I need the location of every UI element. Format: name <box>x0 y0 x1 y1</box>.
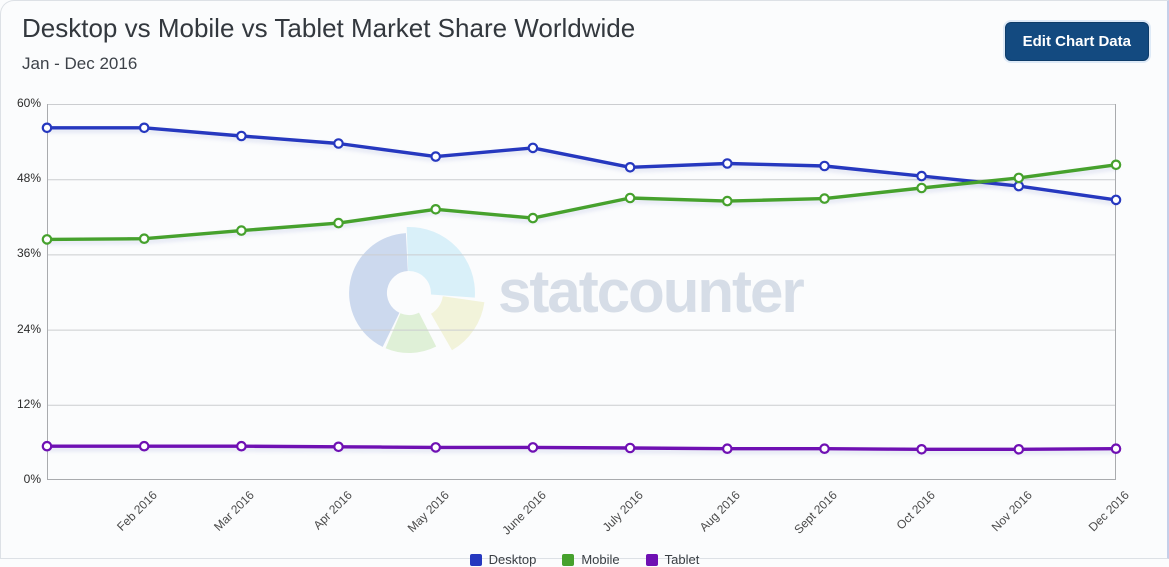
x-axis-label: Apr 2016 <box>310 488 355 533</box>
data-point-desktop-mar-2016[interactable] <box>236 130 247 142</box>
data-point-desktop-dec-2016[interactable] <box>1110 194 1122 206</box>
legend-item-tablet[interactable]: Tablet <box>645 552 700 567</box>
statcounter-logo-icon <box>349 226 485 353</box>
data-point-tablet-apr-2016[interactable] <box>333 441 344 453</box>
data-point-tablet-mar-2016[interactable] <box>236 440 247 452</box>
x-axis-label: Mar 2016 <box>211 488 258 534</box>
series-line-desktop <box>45 126 1118 202</box>
series-line-tablet <box>45 444 1118 451</box>
data-point-desktop-oct-2016[interactable] <box>916 170 927 182</box>
data-point-mobile-aug-2016[interactable] <box>721 195 733 207</box>
series-line-mobile <box>45 163 1118 242</box>
edit-chart-data-button[interactable]: Edit Chart Data <box>1004 22 1149 61</box>
x-axis-label: Nov 2016 <box>988 488 1035 535</box>
watermark-text: statcounter <box>498 258 805 325</box>
data-point-mobile-mar-2016[interactable] <box>236 225 247 236</box>
legend-label: Mobile <box>581 552 620 567</box>
x-axis-label: Oct 2016 <box>893 488 938 533</box>
x-axis-label: July 2016 <box>599 488 646 535</box>
data-point-mobile-june-2016[interactable] <box>527 212 539 224</box>
legend-marker-icon <box>469 553 482 566</box>
data-point-mobile-jan-2016[interactable] <box>41 234 53 245</box>
data-point-desktop-feb-2016[interactable] <box>138 122 150 134</box>
data-point-desktop-sept-2016[interactable] <box>819 160 830 172</box>
legend-item-desktop[interactable]: Desktop <box>469 552 537 567</box>
y-axis-tick-label: 12% <box>16 396 41 411</box>
chart-legend: Desktop Mobile Tablet <box>0 552 1169 567</box>
data-point-tablet-sept-2016[interactable] <box>819 443 830 454</box>
data-point-mobile-may-2016[interactable] <box>430 204 441 215</box>
data-point-tablet-nov-2016[interactable] <box>1013 443 1025 455</box>
legend-marker-icon <box>562 553 575 566</box>
data-point-mobile-oct-2016[interactable] <box>916 182 927 194</box>
y-axis-tick-label: 24% <box>16 321 41 336</box>
data-point-desktop-june-2016[interactable] <box>527 142 539 154</box>
y-axis-tick-label: 48% <box>16 171 41 186</box>
data-point-tablet-june-2016[interactable] <box>527 442 539 453</box>
legend-item-mobile[interactable]: Mobile <box>562 552 620 567</box>
data-point-mobile-feb-2016[interactable] <box>138 233 150 244</box>
page-title: Desktop vs Mobile vs Tablet Market Share… <box>22 13 636 43</box>
data-point-tablet-dec-2016[interactable] <box>1110 443 1122 454</box>
line-chart-plot-area[interactable] <box>41 104 1122 480</box>
data-point-desktop-apr-2016[interactable] <box>333 138 344 149</box>
logo-slice <box>385 312 437 353</box>
data-point-desktop-jan-2016[interactable] <box>41 122 53 134</box>
logo-slice <box>406 226 475 298</box>
legend-label: Desktop <box>488 552 537 567</box>
data-point-tablet-feb-2016[interactable] <box>138 440 150 452</box>
data-point-tablet-oct-2016[interactable] <box>916 443 927 455</box>
data-point-tablet-jan-2016[interactable] <box>41 440 53 452</box>
data-point-tablet-aug-2016[interactable] <box>721 443 733 454</box>
logo-slice <box>431 296 485 351</box>
x-axis-label: May 2016 <box>404 488 452 536</box>
legend-marker-icon <box>645 553 658 566</box>
data-point-mobile-july-2016[interactable] <box>624 192 636 204</box>
data-point-desktop-may-2016[interactable] <box>430 151 441 162</box>
chart-date-range: Jan - Dec 2016 <box>22 54 138 73</box>
y-axis-tick-label: 36% <box>16 246 41 261</box>
x-axis-label: June 2016 <box>499 488 549 538</box>
data-point-mobile-apr-2016[interactable] <box>333 217 344 229</box>
y-axis-tick-label: 0% <box>23 472 41 486</box>
data-point-tablet-july-2016[interactable] <box>624 442 636 454</box>
data-point-mobile-nov-2016[interactable] <box>1013 172 1025 184</box>
data-point-desktop-aug-2016[interactable] <box>721 158 733 169</box>
x-axis-label: Sept 2016 <box>791 488 841 537</box>
data-point-mobile-sept-2016[interactable] <box>819 193 830 204</box>
legend-label: Tablet <box>664 552 700 567</box>
x-axis-label: Aug 2016 <box>696 488 744 535</box>
logo-slice <box>349 233 408 347</box>
x-axis-label: Feb 2016 <box>114 488 161 534</box>
y-axis-tick-label: 60% <box>16 96 41 110</box>
data-point-desktop-july-2016[interactable] <box>624 161 636 173</box>
data-point-tablet-may-2016[interactable] <box>430 442 441 453</box>
x-axis-label: Dec 2016 <box>1085 488 1132 535</box>
data-point-mobile-dec-2016[interactable] <box>1110 159 1122 171</box>
